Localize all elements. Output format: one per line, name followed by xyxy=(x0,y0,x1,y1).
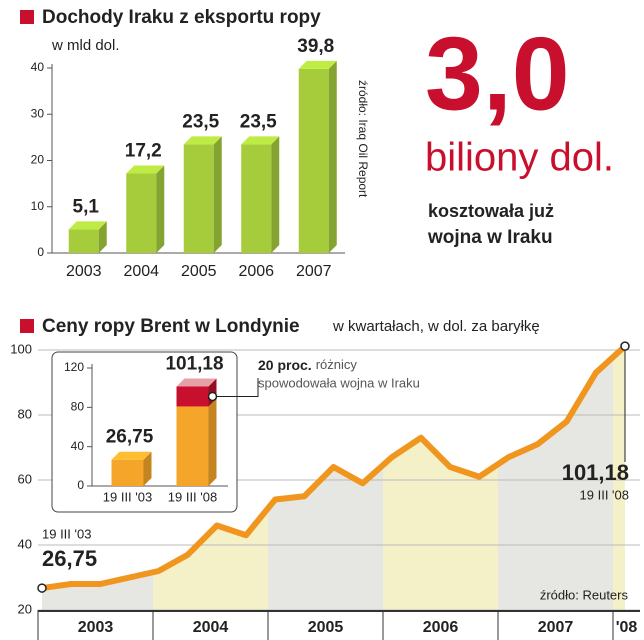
war-share-segment xyxy=(176,386,209,407)
x-tick-label: 19 III '08 xyxy=(168,489,217,504)
callout-unit: biliony dol. xyxy=(425,136,614,180)
y-tick-label: 120 xyxy=(64,360,84,374)
y-tick-label: 80 xyxy=(71,400,85,414)
callout-line: kosztowała już xyxy=(428,201,554,221)
y-tick-label: 20 xyxy=(31,153,45,167)
x-tick-label: 2004 xyxy=(123,263,159,280)
y-tick-label: 20 xyxy=(18,601,32,616)
y-tick-label: 40 xyxy=(31,60,45,74)
y-tick-label: 40 xyxy=(18,536,32,551)
x-year-label: 2004 xyxy=(193,619,229,636)
bar xyxy=(126,173,157,253)
bar xyxy=(183,144,214,253)
value-label: 26,75 xyxy=(42,546,97,571)
value-label: 23,5 xyxy=(182,111,219,132)
point-date: 19 III '03 xyxy=(42,526,91,541)
y-tick-label: 100 xyxy=(10,341,32,356)
x-tick-label: 19 III '03 xyxy=(103,489,152,504)
point-date: 19 III '08 xyxy=(580,487,629,502)
y-tick-label: 10 xyxy=(31,199,45,213)
chart-subtitle: w kwartałach, w dol. za baryłkę xyxy=(332,318,540,335)
bar-side xyxy=(328,60,337,253)
chart-title: Dochody Iraku z eksportu ropy xyxy=(42,7,321,28)
source: źródło: Iraq Oil Report xyxy=(356,80,370,198)
bar-top xyxy=(183,136,222,145)
callout-amount: 3,0 xyxy=(425,16,570,132)
bar-side xyxy=(143,451,152,486)
value-label: 39,8 xyxy=(297,36,334,57)
value-label: 101,18 xyxy=(562,460,629,485)
bar-top xyxy=(126,165,165,174)
y-tick-label: 40 xyxy=(71,439,85,453)
annotation-text: spowodowała wojna w Iraku xyxy=(258,375,420,390)
x-year-label: '08 xyxy=(616,619,638,636)
annotation-bold: 20 proc. xyxy=(258,357,312,373)
annotation-text: różnicy xyxy=(316,357,358,372)
bar xyxy=(298,68,329,253)
bar-top xyxy=(68,221,107,230)
chart-title: Ceny ropy Brent w Londynie xyxy=(42,316,300,337)
callout-line xyxy=(216,378,259,397)
y-tick-label: 0 xyxy=(77,478,84,492)
x-tick-label: 2003 xyxy=(66,263,102,280)
x-year-label: 2007 xyxy=(538,619,574,636)
x-year-label: 2003 xyxy=(78,619,114,636)
value-label: 101,18 xyxy=(165,354,223,375)
bar-top xyxy=(298,60,337,69)
title-marker xyxy=(20,319,34,333)
value-label: 5,1 xyxy=(73,196,100,217)
x-tick-label: 2007 xyxy=(296,263,332,280)
bar-side xyxy=(271,136,280,253)
price-line xyxy=(39,343,628,592)
chart-subtitle: w mld dol. xyxy=(51,37,120,54)
bar xyxy=(241,144,272,253)
source: źródło: Reuters xyxy=(540,587,629,602)
bar xyxy=(68,229,99,253)
title-marker xyxy=(20,10,34,24)
end-dot xyxy=(620,341,630,351)
y-tick-label: 0 xyxy=(37,245,44,259)
x-tick-label: 2005 xyxy=(181,263,217,280)
annotation: 20 proc. różnicy xyxy=(258,357,357,373)
y-tick-label: 60 xyxy=(18,471,32,486)
x-year-label: 2005 xyxy=(308,619,344,636)
bar-side xyxy=(98,221,107,253)
value-label: 26,75 xyxy=(106,427,154,448)
bar-side xyxy=(208,378,217,486)
callout-line: wojna w Iraku xyxy=(427,227,553,248)
end-dot xyxy=(37,583,47,593)
y-tick-label: 30 xyxy=(31,106,45,120)
bar-top xyxy=(241,136,280,145)
bar-side xyxy=(156,165,165,253)
y-tick-label: 80 xyxy=(18,406,32,421)
x-year-label: 2006 xyxy=(423,619,459,636)
bar xyxy=(111,459,144,486)
value-label: 17,2 xyxy=(125,140,162,161)
value-label: 23,5 xyxy=(240,111,277,132)
bar-top xyxy=(176,378,217,387)
bar-side xyxy=(213,136,222,253)
callout-dot xyxy=(207,391,218,402)
bar-top xyxy=(111,451,152,460)
x-tick-label: 2006 xyxy=(238,263,274,280)
